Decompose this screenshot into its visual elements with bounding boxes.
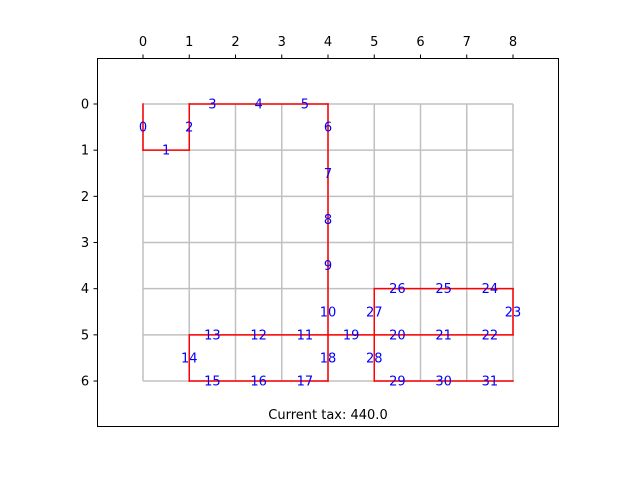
current-tax-text: Current tax: 440.0 bbox=[268, 408, 387, 423]
x-tick-label: 8 bbox=[509, 35, 517, 50]
edge-label-16: 16 bbox=[250, 375, 267, 390]
edge-label-30: 30 bbox=[435, 375, 452, 390]
edge-label-23: 23 bbox=[505, 305, 522, 320]
x-axis-ticks: 0 1 2 3 4 5 6 7 8 bbox=[139, 35, 517, 59]
edge-label-9: 9 bbox=[324, 259, 332, 274]
x-tick-label: 6 bbox=[416, 35, 424, 50]
edge-label-12: 12 bbox=[250, 328, 267, 343]
y-tick-label: 6 bbox=[81, 375, 89, 390]
edge-label-22: 22 bbox=[482, 328, 499, 343]
x-tick-label: 7 bbox=[463, 35, 471, 50]
edge-label-24: 24 bbox=[482, 282, 499, 297]
red-path bbox=[142, 103, 514, 382]
edge-label-21: 21 bbox=[435, 328, 452, 343]
edge-label-26: 26 bbox=[389, 282, 406, 297]
edge-label-5: 5 bbox=[301, 98, 309, 113]
edge-label-11: 11 bbox=[297, 328, 314, 343]
x-tick-label: 3 bbox=[278, 35, 286, 50]
x-tick-label: 5 bbox=[370, 35, 378, 50]
edge-label-31: 31 bbox=[482, 375, 499, 390]
edge-label-7: 7 bbox=[324, 167, 332, 182]
edge-label-14: 14 bbox=[181, 351, 198, 366]
edge-label-8: 8 bbox=[324, 213, 332, 228]
y-tick-label: 3 bbox=[81, 236, 89, 251]
y-tick-label: 4 bbox=[81, 282, 89, 297]
y-tick-label: 1 bbox=[81, 144, 89, 159]
edge-label-10: 10 bbox=[320, 305, 337, 320]
y-tick-label: 2 bbox=[81, 190, 89, 205]
edge-label-0: 0 bbox=[139, 121, 147, 136]
edge-label-13: 13 bbox=[204, 328, 221, 343]
edge-label-1: 1 bbox=[162, 144, 170, 159]
edge-label-28: 28 bbox=[366, 351, 383, 366]
x-tick-label: 0 bbox=[139, 35, 147, 50]
x-tick-label: 4 bbox=[324, 35, 332, 50]
x-tick-label: 2 bbox=[231, 35, 239, 50]
edge-label-20: 20 bbox=[389, 328, 406, 343]
edge-label-6: 6 bbox=[324, 121, 332, 136]
y-tick-label: 0 bbox=[81, 98, 89, 113]
edge-label-17: 17 bbox=[297, 375, 314, 390]
x-tick-label: 1 bbox=[185, 35, 193, 50]
y-tick-label: 5 bbox=[81, 328, 89, 343]
edge-label-4: 4 bbox=[254, 98, 262, 113]
y-axis-ticks: 0 1 2 3 4 5 6 bbox=[81, 98, 98, 390]
edge-label-3: 3 bbox=[208, 98, 216, 113]
edge-label-25: 25 bbox=[435, 282, 452, 297]
edge-label-18: 18 bbox=[320, 351, 337, 366]
edge-label-27: 27 bbox=[366, 305, 383, 320]
edge-label-2: 2 bbox=[185, 121, 193, 136]
edge-label-29: 29 bbox=[389, 375, 406, 390]
edge-label-15: 15 bbox=[204, 375, 221, 390]
edge-label-19: 19 bbox=[343, 328, 360, 343]
